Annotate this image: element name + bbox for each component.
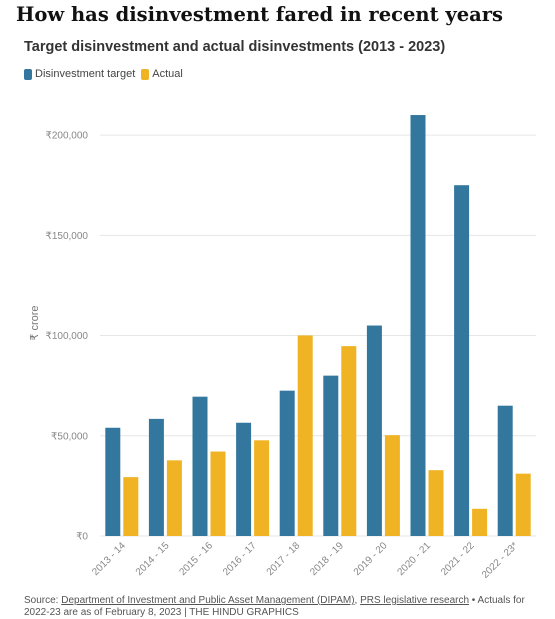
bar-actual[interactable] xyxy=(166,460,182,536)
page-title: How has disinvestment fared in recent ye… xyxy=(16,3,503,26)
y-tick-label: ₹0 xyxy=(76,532,88,543)
y-axis-label: ₹ crore xyxy=(29,305,41,340)
legend-label-target: Disinvestment target xyxy=(35,68,136,80)
x-tick-label: 2016 - 17 xyxy=(221,540,259,578)
bar-target[interactable] xyxy=(454,185,470,537)
bar-target[interactable] xyxy=(366,325,382,536)
bar-actual[interactable] xyxy=(384,435,400,536)
legend-swatch-target xyxy=(24,68,32,80)
y-tick-label: ₹50,000 xyxy=(51,431,88,442)
legend-label-actual: Actual xyxy=(152,68,183,80)
source-note: Source: Department of Investment and Pub… xyxy=(24,595,546,619)
bar-actual[interactable] xyxy=(515,473,531,536)
y-axis-ticks: ₹0 ₹50,000 ₹100,000 ₹150,000 ₹200,000 xyxy=(45,131,88,543)
bar-actual[interactable] xyxy=(123,477,139,536)
bar-target[interactable] xyxy=(410,115,426,536)
bar-actual[interactable] xyxy=(472,508,488,536)
bar-target[interactable] xyxy=(148,418,164,536)
source-separator: , xyxy=(354,595,361,606)
source-link-prs[interactable]: PRS legislative research xyxy=(360,595,470,606)
bar-actual[interactable] xyxy=(297,335,313,536)
grid-lines xyxy=(100,134,536,537)
bar-target[interactable] xyxy=(236,422,252,536)
y-tick-label: ₹200,000 xyxy=(45,131,88,142)
y-tick-label: ₹100,000 xyxy=(45,331,88,342)
chart-legend: Disinvestment target Actual xyxy=(24,68,189,80)
source-link-dipam[interactable]: Department of Investment and Public Asse… xyxy=(61,595,355,606)
x-tick-label: 2015 - 16 xyxy=(177,540,215,578)
bar-target[interactable] xyxy=(323,375,339,536)
chart-title: Target disinvestment and actual disinves… xyxy=(24,39,446,55)
bar-target[interactable] xyxy=(497,405,513,536)
bar-target[interactable] xyxy=(105,427,121,536)
x-tick-label: 2017 - 18 xyxy=(265,540,303,578)
source-prefix: Source: xyxy=(24,595,62,606)
x-tick-label: 2022 - 23* xyxy=(480,540,520,580)
x-tick-label: 2013 - 14 xyxy=(90,540,128,578)
x-tick-label: 2018 - 19 xyxy=(308,540,346,578)
bars xyxy=(105,115,531,537)
bar-target[interactable] xyxy=(279,390,295,536)
legend-item-actual[interactable]: Actual xyxy=(141,68,183,80)
x-tick-label: 2020 - 21 xyxy=(395,540,433,578)
x-tick-label: 2014 - 15 xyxy=(134,540,172,578)
y-tick-label: ₹150,000 xyxy=(45,231,88,242)
source-note-text: • Actuals for 2022-23 are as of February… xyxy=(24,595,525,618)
bar-actual[interactable] xyxy=(341,346,357,536)
x-axis-ticks: 2013 - 14 2014 - 15 2015 - 16 2016 - 17 2017… xyxy=(90,540,520,581)
x-tick-label: 2019 - 20 xyxy=(352,540,390,578)
bar-actual[interactable] xyxy=(428,470,444,536)
bar-actual[interactable] xyxy=(210,451,226,536)
x-tick-label: 2021 - 22 xyxy=(439,540,477,578)
bar-actual[interactable] xyxy=(254,440,270,536)
bar-target[interactable] xyxy=(192,396,208,536)
legend-swatch-actual xyxy=(141,68,150,80)
legend-item-target[interactable]: Disinvestment target xyxy=(24,68,135,80)
